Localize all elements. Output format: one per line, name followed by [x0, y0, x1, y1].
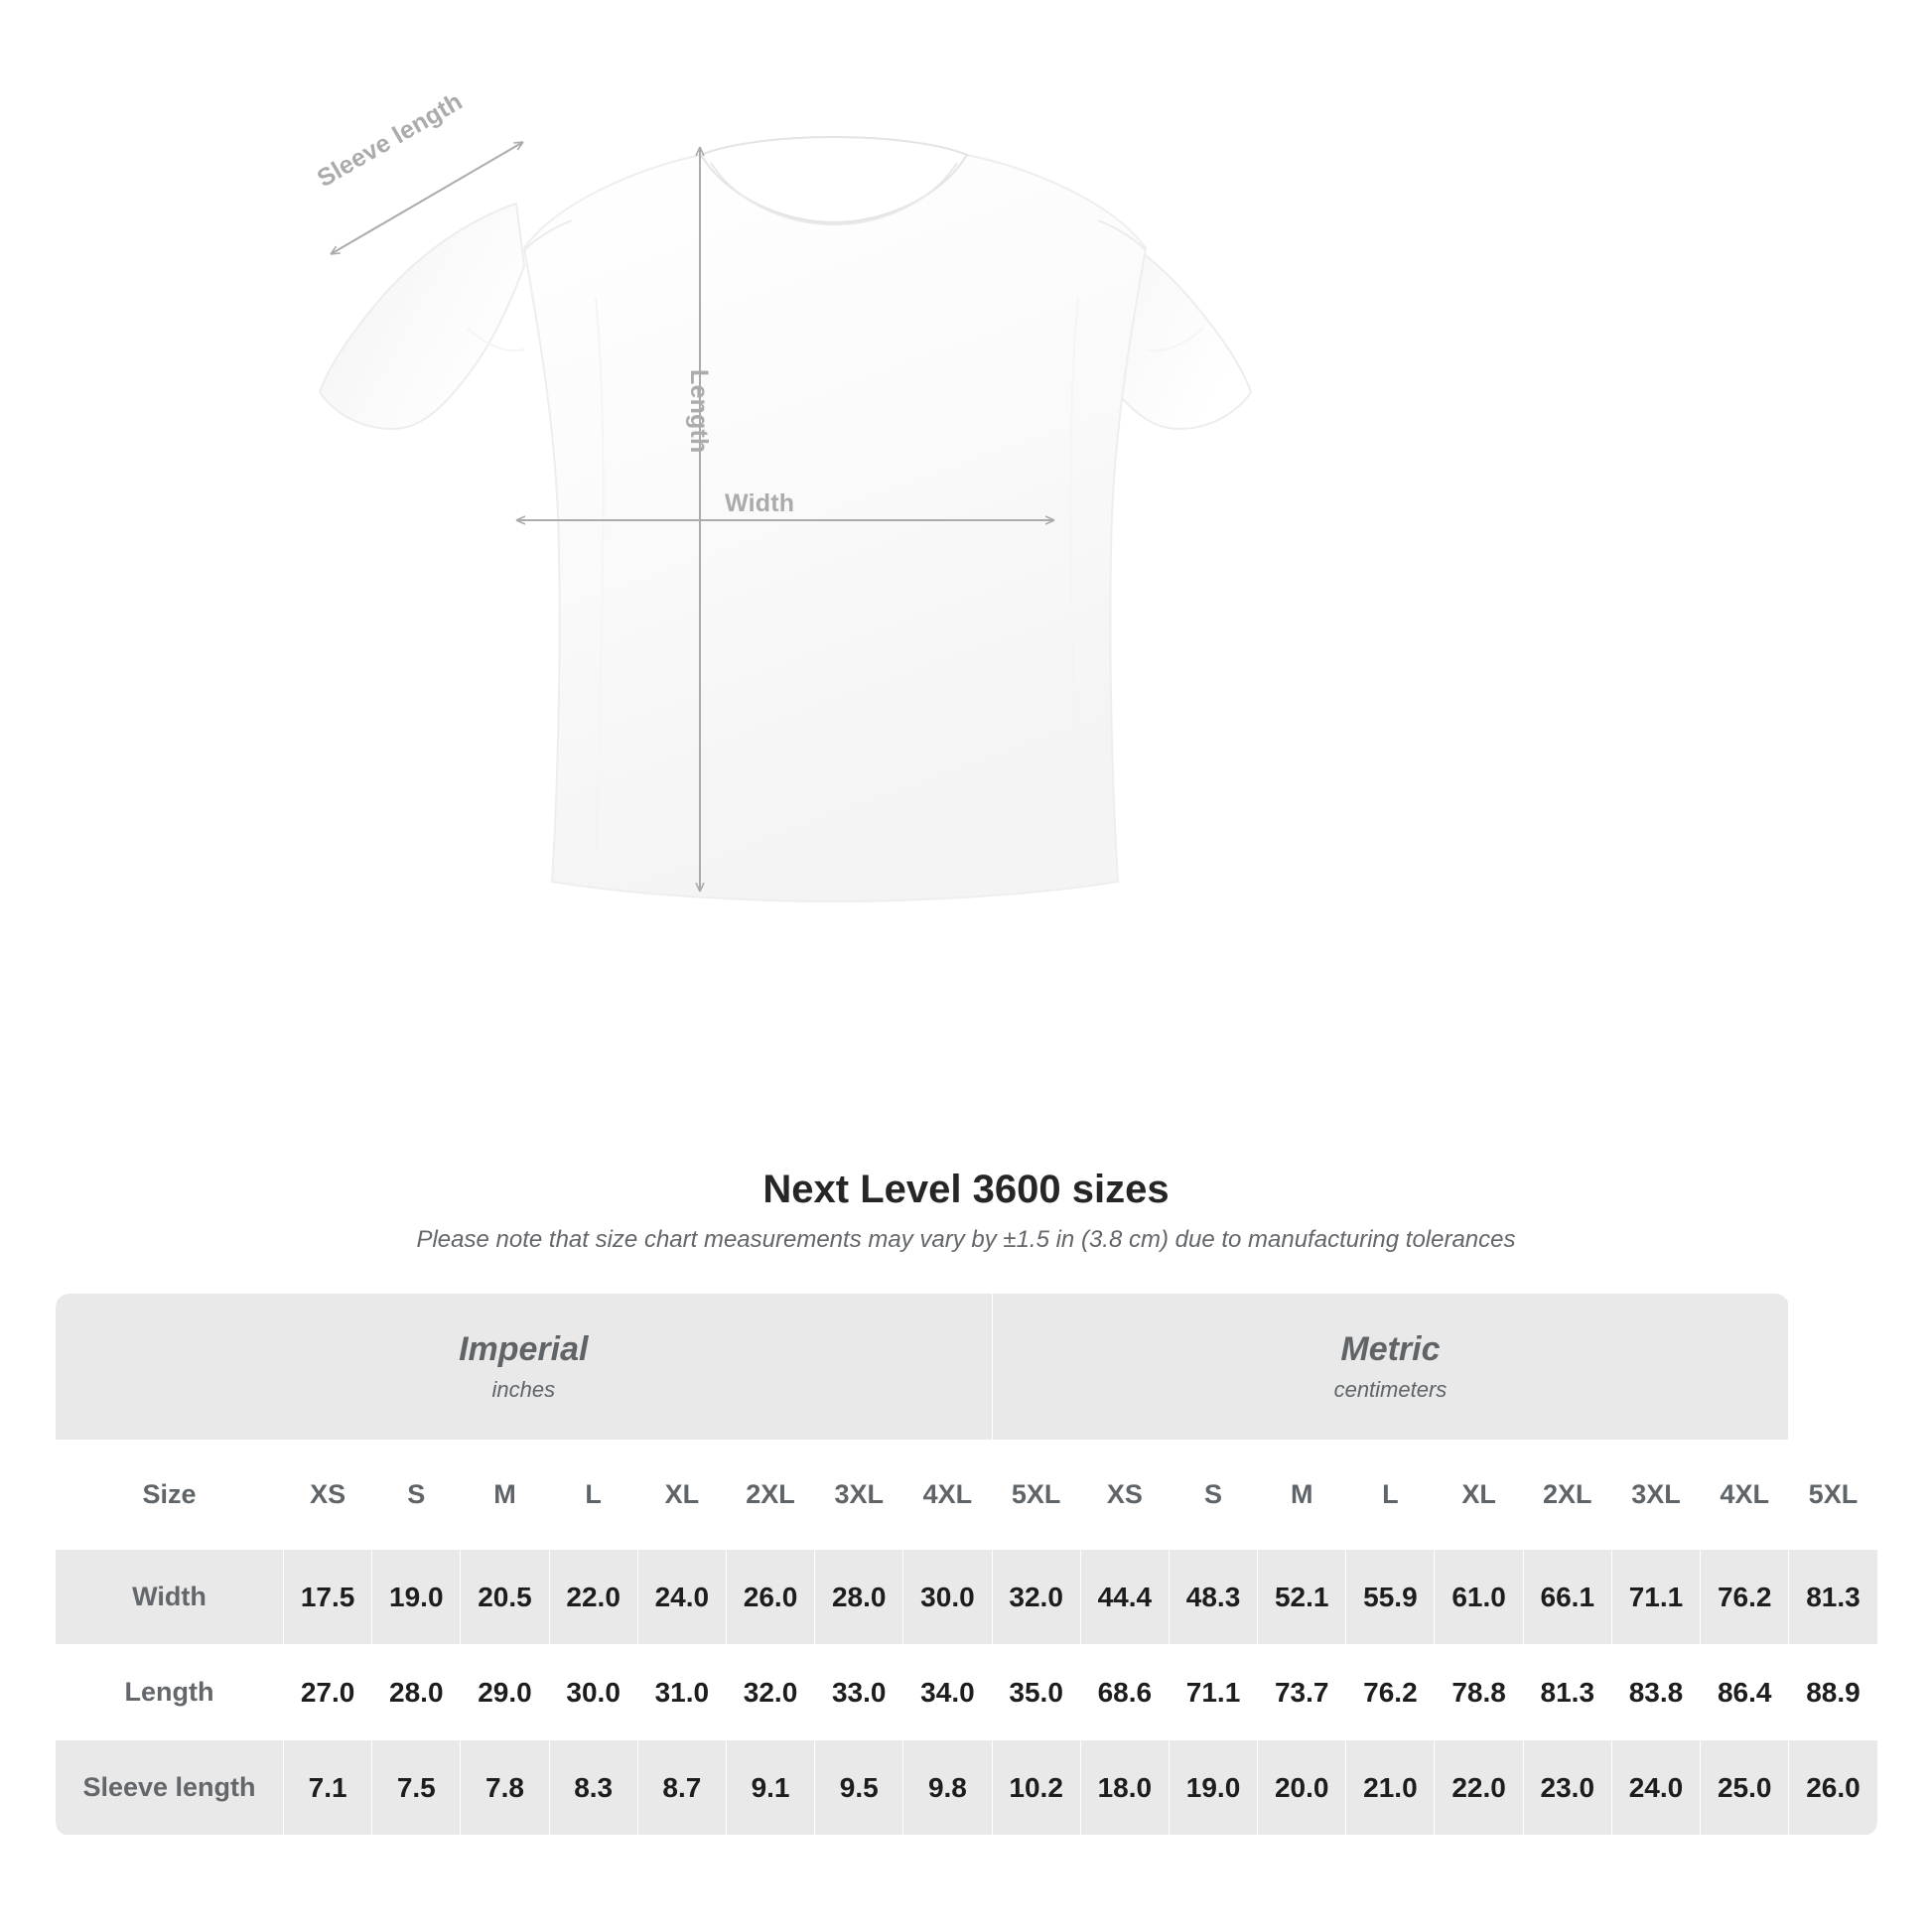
- size-header-imperial-3xl: 3XL: [814, 1440, 904, 1550]
- tolerance-note: Please note that size chart measurements…: [416, 1226, 1516, 1253]
- cell-sleeve-metric-xs: 18.0: [1079, 1739, 1170, 1836]
- cell-width-imperial-xl: 24.0: [636, 1549, 727, 1645]
- table-row: Width 17.5 19.0 20.5 22.0 24.0 26.0 28.0…: [55, 1549, 1878, 1645]
- cell-length-metric-5xl: 88.9: [1788, 1644, 1878, 1740]
- cell-width-imperial-s: 19.0: [371, 1549, 462, 1645]
- size-header-imperial-5xl: 5XL: [991, 1440, 1081, 1550]
- cell-width-imperial-4xl: 30.0: [902, 1549, 993, 1645]
- cell-sleeve-metric-5xl: 26.0: [1788, 1739, 1878, 1836]
- size-chart-table: Imperial inches Metric centimeters Size …: [55, 1293, 1878, 1836]
- cell-length-metric-3xl: 83.8: [1610, 1644, 1702, 1740]
- cell-width-imperial-5xl: 32.0: [991, 1549, 1081, 1645]
- cell-sleeve-imperial-m: 7.8: [460, 1739, 550, 1836]
- cell-sleeve-imperial-xs: 7.1: [282, 1739, 373, 1836]
- cell-sleeve-imperial-s: 7.5: [371, 1739, 462, 1836]
- cell-width-metric-4xl: 76.2: [1700, 1549, 1790, 1645]
- metric-unit-cell: Metric centimeters: [991, 1293, 1790, 1441]
- cell-length-metric-xl: 78.8: [1434, 1644, 1524, 1740]
- cell-width-imperial-m: 20.5: [460, 1549, 550, 1645]
- cell-sleeve-imperial-xl: 8.7: [636, 1739, 727, 1836]
- shirt-body-shape: [318, 135, 1253, 903]
- cell-sleeve-metric-s: 19.0: [1168, 1739, 1259, 1836]
- measurement-guides: [331, 141, 1054, 892]
- cell-width-metric-m: 52.1: [1257, 1549, 1347, 1645]
- cell-width-imperial-2xl: 26.0: [725, 1549, 816, 1645]
- cell-sleeve-imperial-3xl: 9.5: [814, 1739, 904, 1836]
- cell-length-metric-l: 76.2: [1345, 1644, 1436, 1740]
- width-label: Width: [725, 489, 795, 517]
- cell-width-metric-xs: 44.4: [1079, 1549, 1170, 1645]
- cell-length-metric-m: 73.7: [1257, 1644, 1347, 1740]
- cell-length-metric-xs: 68.6: [1079, 1644, 1170, 1740]
- cell-sleeve-imperial-2xl: 9.1: [725, 1739, 816, 1836]
- unit-header-row: Imperial inches Metric centimeters: [55, 1293, 1878, 1441]
- cell-length-imperial-s: 28.0: [371, 1644, 462, 1740]
- size-header-row: Size XS S M L XL 2XL 3XL 4XL 5XL XS S M …: [55, 1440, 1878, 1550]
- size-header-metric-3xl: 3XL: [1610, 1440, 1702, 1550]
- imperial-unit-cell: Imperial inches: [55, 1293, 993, 1441]
- imperial-unit-name: Imperial: [459, 1330, 589, 1368]
- cell-length-imperial-l: 30.0: [548, 1644, 638, 1740]
- cell-width-imperial-3xl: 28.0: [814, 1549, 904, 1645]
- size-header-metric-xl: XL: [1434, 1440, 1524, 1550]
- cell-width-metric-s: 48.3: [1168, 1549, 1259, 1645]
- size-header-imperial-4xl: 4XL: [902, 1440, 993, 1550]
- cell-length-imperial-3xl: 33.0: [814, 1644, 904, 1740]
- cell-length-imperial-2xl: 32.0: [725, 1644, 816, 1740]
- size-header-imperial-xl: XL: [636, 1440, 727, 1550]
- cell-width-metric-l: 55.9: [1345, 1549, 1436, 1645]
- size-header-imperial-m: M: [460, 1440, 550, 1550]
- size-header-imperial-s: S: [371, 1440, 462, 1550]
- cell-sleeve-metric-xl: 22.0: [1434, 1739, 1524, 1836]
- tshirt-illustration: [318, 135, 1253, 903]
- table-row: Length 27.0 28.0 29.0 30.0 31.0 32.0 33.…: [55, 1644, 1878, 1740]
- garment-diagram: Sleeve length Length Width: [313, 87, 1253, 903]
- cell-sleeve-metric-l: 21.0: [1345, 1739, 1436, 1836]
- imperial-unit-sub: inches: [491, 1377, 556, 1402]
- size-header-imperial-l: L: [548, 1440, 638, 1550]
- cell-width-metric-3xl: 71.1: [1610, 1549, 1702, 1645]
- size-header-metric-2xl: 2XL: [1522, 1440, 1612, 1550]
- cell-sleeve-metric-2xl: 23.0: [1522, 1739, 1612, 1836]
- size-header-metric-5xl: 5XL: [1788, 1440, 1878, 1550]
- row-label-sleeve-length: Sleeve length: [55, 1739, 284, 1836]
- cell-sleeve-metric-3xl: 24.0: [1610, 1739, 1702, 1836]
- size-header-metric-l: L: [1345, 1440, 1436, 1550]
- row-label-width: Width: [55, 1549, 284, 1645]
- cell-width-metric-xl: 61.0: [1434, 1549, 1524, 1645]
- size-header-imperial-2xl: 2XL: [725, 1440, 816, 1550]
- size-header-metric-s: S: [1168, 1440, 1259, 1550]
- length-label: Length: [685, 369, 713, 454]
- cell-length-imperial-m: 29.0: [460, 1644, 550, 1740]
- cell-sleeve-imperial-4xl: 9.8: [902, 1739, 993, 1836]
- size-header-metric-m: M: [1257, 1440, 1347, 1550]
- page-title: Next Level 3600 sizes: [762, 1168, 1170, 1211]
- cell-sleeve-metric-4xl: 25.0: [1700, 1739, 1790, 1836]
- cell-length-imperial-xl: 31.0: [636, 1644, 727, 1740]
- size-header-metric-4xl: 4XL: [1700, 1440, 1790, 1550]
- cell-length-imperial-xs: 27.0: [282, 1644, 373, 1740]
- table-row: Sleeve length 7.1 7.5 7.8 8.3 8.7 9.1 9.…: [55, 1739, 1878, 1836]
- cell-length-metric-s: 71.1: [1168, 1644, 1259, 1740]
- cell-sleeve-imperial-5xl: 10.2: [991, 1739, 1081, 1836]
- size-header-label: Size: [55, 1440, 284, 1550]
- cell-width-imperial-xs: 17.5: [282, 1549, 373, 1645]
- cell-width-metric-2xl: 66.1: [1522, 1549, 1612, 1645]
- metric-unit-sub: centimeters: [1333, 1377, 1448, 1402]
- cell-length-imperial-4xl: 34.0: [902, 1644, 993, 1740]
- title-block: Next Level 3600 sizes Please note that s…: [0, 1167, 1932, 1255]
- cell-sleeve-imperial-l: 8.3: [548, 1739, 638, 1836]
- cell-length-metric-2xl: 81.3: [1522, 1644, 1612, 1740]
- size-header-imperial-xs: XS: [282, 1440, 373, 1550]
- size-chart-table-wrapper: Imperial inches Metric centimeters Size …: [55, 1293, 1878, 1836]
- metric-unit-name: Metric: [1340, 1330, 1441, 1368]
- cell-length-metric-4xl: 86.4: [1700, 1644, 1790, 1740]
- cell-width-metric-5xl: 81.3: [1788, 1549, 1878, 1645]
- row-label-length: Length: [55, 1644, 284, 1740]
- cell-sleeve-metric-m: 20.0: [1257, 1739, 1347, 1836]
- cell-width-imperial-l: 22.0: [548, 1549, 638, 1645]
- size-header-metric-xs: XS: [1079, 1440, 1170, 1550]
- cell-length-imperial-5xl: 35.0: [991, 1644, 1081, 1740]
